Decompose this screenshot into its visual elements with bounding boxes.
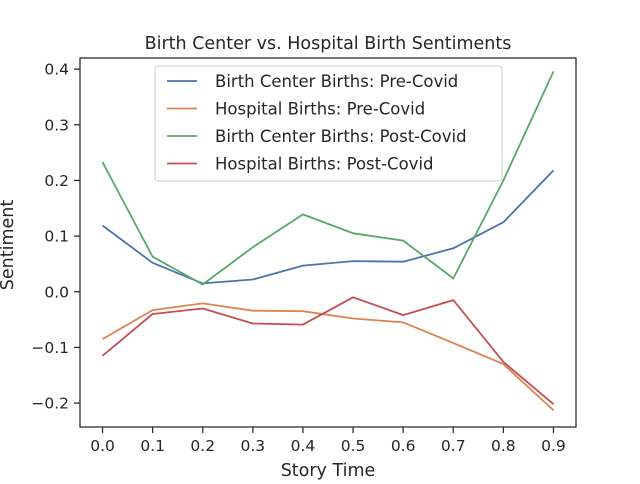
x-tick-label: 0.9 — [541, 437, 566, 455]
legend-label: Birth Center Births: Post-Covid — [215, 127, 467, 146]
legend-label: Birth Center Births: Pre-Covid — [215, 72, 458, 91]
x-tick-label: 0.0 — [90, 437, 115, 455]
series-line-3 — [101, 71, 555, 286]
y-tick-label: 0.3 — [44, 116, 69, 134]
x-tick-label: 0.1 — [140, 437, 165, 455]
y-tick-label: −0.2 — [31, 395, 69, 413]
x-axis-label: Story Time — [281, 461, 376, 480]
y-tick-label: 0.1 — [44, 228, 69, 246]
series-line-1 — [101, 169, 555, 285]
x-tick-label: 0.3 — [241, 437, 266, 455]
x-tick-label: 0.6 — [391, 437, 416, 455]
y-tick-label: 0.2 — [44, 172, 69, 190]
legend-label: Hospital Births: Post-Covid — [215, 155, 434, 174]
y-tick-label: 0.4 — [44, 61, 69, 79]
series-line-4 — [101, 296, 555, 405]
legend: Birth Center Births: Pre-Covid Hospital B… — [154, 65, 503, 182]
legend-label: Hospital Births: Pre-Covid — [215, 100, 425, 119]
x-tick-label: 0.4 — [291, 437, 316, 455]
x-tick-label: 0.8 — [491, 437, 516, 455]
y-tick-label: −0.1 — [31, 339, 69, 357]
x-tick-label: 0.5 — [341, 437, 366, 455]
x-tick-label: 0.2 — [190, 437, 215, 455]
plot-lines — [101, 71, 555, 411]
chart-title: Birth Center vs. Hospital Birth Sentimen… — [145, 34, 512, 54]
series-line-2 — [102, 302, 555, 411]
y-tick-label: 0.0 — [44, 283, 69, 301]
plot-frame — [79, 57, 577, 428]
x-tick-label: 0.7 — [441, 437, 466, 455]
y-axis-label: Sentiment — [0, 200, 18, 291]
axis-ticks: 0.0 0.1 0.2 0.3 0.4 0.5 0.6 0.7 0.8 0.9 −0.2 −0.1 0.… — [31, 61, 565, 455]
legend-box — [154, 65, 503, 182]
